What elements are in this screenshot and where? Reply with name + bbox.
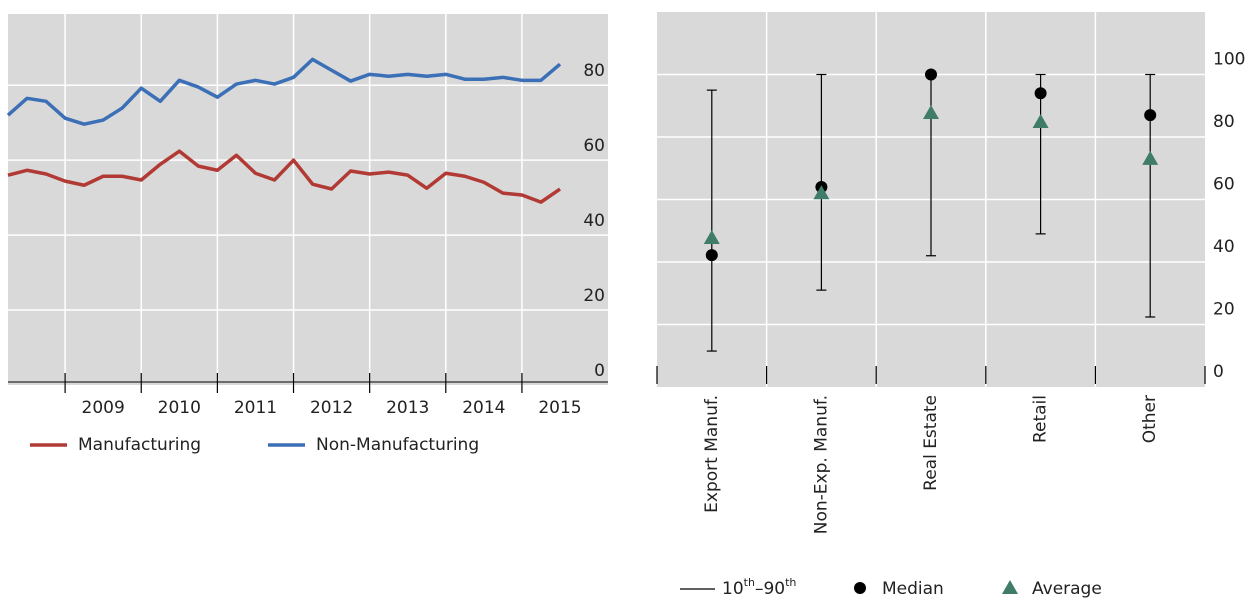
y-tick-label: 20 (583, 286, 605, 306)
legend-label: Manufacturing (78, 435, 201, 455)
legend-label-part: – (755, 579, 764, 599)
y-tick-label: 60 (583, 136, 605, 156)
line (6, 57, 562, 126)
legend-label: Average (1032, 579, 1102, 599)
x-tick-label: 2015 (538, 398, 581, 418)
y-tick-label: 100 (1213, 50, 1245, 70)
plot-bg (8, 14, 608, 385)
y-tick-label: 80 (1213, 112, 1235, 132)
legend-label-part: th (744, 576, 755, 589)
marker (1032, 114, 1049, 128)
x-tick-label: 2009 (82, 398, 125, 418)
legend-label: 10th–90th (722, 576, 796, 600)
x-tick-label: Real Estate (921, 395, 941, 491)
y-tick-label: 80 (583, 61, 605, 81)
x-tick-label: Retail (1031, 395, 1051, 443)
marker (705, 249, 718, 262)
x-tick-label: Non-Exp. Manuf. (811, 395, 831, 534)
x-tick-label: Export Manuf. (702, 395, 722, 513)
y-tick-label: 60 (1213, 175, 1235, 195)
y-tick-label: 40 (583, 211, 605, 231)
marker (1144, 109, 1157, 122)
y-tick-label: 0 (594, 361, 605, 381)
y-tick-label: 40 (1213, 237, 1235, 257)
x-tick-label: 2013 (386, 398, 429, 418)
x-tick-label: 2011 (234, 398, 277, 418)
marker (1034, 87, 1047, 100)
marker (703, 229, 720, 244)
legend-label-part: 10 (722, 579, 744, 599)
line (7, 149, 561, 204)
legend-marker (854, 582, 866, 594)
legend-label-part: th (785, 576, 796, 589)
legend-marker (1002, 580, 1018, 594)
y-tick-label: 0 (1213, 362, 1224, 382)
x-tick-label: 2010 (158, 398, 201, 418)
legend-label-part: 90 (763, 579, 785, 599)
legend-label: Median (882, 579, 944, 599)
marker (925, 68, 937, 81)
marker (923, 104, 939, 119)
legend-label: Non-Manufacturing (316, 435, 479, 455)
x-tick-label: Other (1140, 395, 1160, 443)
y-tick-label: 20 (1213, 300, 1235, 320)
marker (813, 185, 830, 200)
x-tick-label: 2014 (462, 398, 505, 418)
x-tick-label: 2012 (310, 398, 353, 418)
marker (1142, 150, 1159, 165)
